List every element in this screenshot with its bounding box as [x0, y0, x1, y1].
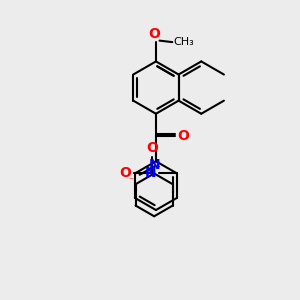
Text: O: O — [119, 167, 131, 181]
Text: N: N — [148, 158, 160, 172]
Text: O: O — [148, 27, 160, 40]
Text: N: N — [145, 167, 156, 181]
Text: CH₃: CH₃ — [174, 37, 194, 47]
Text: O: O — [146, 141, 158, 155]
Text: O: O — [178, 129, 190, 143]
Text: +: + — [153, 162, 160, 171]
Text: ⁻: ⁻ — [128, 176, 133, 186]
